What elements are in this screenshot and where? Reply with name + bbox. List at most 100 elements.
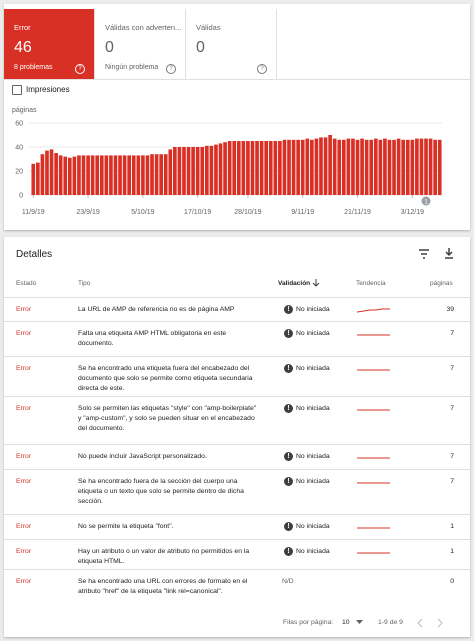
checkbox[interactable]: [12, 85, 22, 95]
bar: [168, 149, 173, 195]
column-header[interactable]: Validación: [278, 280, 311, 287]
page-count: 1: [450, 523, 454, 530]
table-row[interactable]: Error Se ha encontrado una URL con errore…: [4, 569, 470, 604]
bar: [428, 138, 433, 195]
issue-type: Falta una etiqueta AMP HTML obligatoria …: [78, 330, 227, 347]
download-icon[interactable]: [444, 248, 454, 259]
divider: [4, 79, 470, 80]
bar: [77, 155, 81, 195]
x-tick-label: 3/12/19: [401, 209, 424, 216]
table-row[interactable]: Error No puede incluir JavaScript persona…: [4, 444, 470, 469]
validation: No iniciada: [296, 453, 330, 460]
status-icon: !: [284, 364, 293, 373]
status-icon: !: [284, 305, 293, 314]
bar: [186, 147, 191, 195]
table-row[interactable]: Error Hay un atributo o un valor de atrib…: [4, 539, 470, 569]
bar: [332, 138, 337, 195]
bar: [104, 155, 109, 195]
bar: [86, 155, 90, 195]
status: Error: [16, 306, 32, 313]
bar: [95, 155, 100, 195]
validation: No iniciada: [296, 548, 330, 555]
valid-card[interactable]: Válidas 0 ?: [186, 9, 277, 79]
help-icon[interactable]: ?: [75, 64, 85, 74]
table-row[interactable]: Error Solo se permiten las etiquetas "sty…: [4, 396, 470, 444]
bar: [63, 156, 68, 195]
table-row[interactable]: Error La URL de AMP de referencia no es d…: [4, 297, 470, 321]
table-row[interactable]: Error No se permite la etiqueta "font".! N…: [4, 514, 470, 539]
card-label: Válidas con adverten...: [105, 23, 182, 32]
bar: [323, 137, 328, 195]
table-row[interactable]: Error Se ha encontrado una etiqueta fuera…: [4, 356, 470, 396]
validation: No iniciada: [296, 306, 330, 313]
bar: [45, 150, 49, 195]
sort-arrow[interactable]: [312, 279, 320, 287]
bar: [383, 138, 387, 195]
issue-type: Hay un atributo o un valor de atributo n…: [78, 548, 250, 565]
bar: [182, 147, 186, 195]
bar: [410, 139, 415, 195]
bar: [255, 141, 259, 195]
bar: [218, 143, 223, 195]
bar: [415, 138, 419, 195]
bar: [296, 139, 300, 195]
y-axis-label: páginas: [12, 107, 37, 114]
warning-card[interactable]: Válidas con adverten... 0 Ningún problem…: [95, 9, 186, 79]
bar: [99, 155, 104, 195]
bar: [236, 141, 241, 195]
rows-per-page[interactable]: 10: [342, 619, 350, 626]
table-row[interactable]: Error Se ha encontrado fuera de la secció…: [4, 469, 470, 514]
bar: [291, 139, 296, 195]
bar: [36, 162, 40, 195]
bar: [264, 141, 269, 195]
bar: [433, 139, 437, 195]
trend-sparkline: [356, 308, 390, 313]
bar: [163, 154, 168, 195]
bar: [396, 138, 401, 195]
column-header: Estado: [16, 280, 37, 287]
error-card[interactable]: Error 46 8 problemas ?: [4, 9, 95, 79]
bar: [109, 155, 113, 195]
bar: [49, 149, 54, 195]
filter-icon[interactable]: [418, 249, 430, 259]
table-row[interactable]: Error Falta una etiqueta AMP HTML obligat…: [4, 321, 470, 356]
bar: [355, 139, 360, 195]
bar: [159, 154, 163, 195]
status: Error: [16, 548, 32, 555]
prev-page[interactable]: [417, 618, 423, 628]
issue-type: Se ha encontrado fuera de la sección del…: [78, 478, 244, 505]
bar: [127, 155, 132, 195]
x-tick-label: 21/11/19: [344, 209, 371, 216]
validation: No iniciada: [296, 478, 330, 485]
bar: [314, 138, 319, 195]
bar: [405, 139, 410, 195]
bar: [195, 147, 200, 195]
card-label: Válidas: [196, 23, 221, 32]
help-icon[interactable]: ?: [166, 64, 176, 74]
bar: [346, 138, 351, 195]
status: Error: [16, 578, 32, 585]
bar: [424, 138, 428, 195]
bar: [81, 155, 86, 195]
card-count: 0: [105, 39, 114, 56]
x-tick-label: 11/9/19: [22, 209, 45, 216]
status: Error: [16, 365, 32, 372]
help-icon[interactable]: ?: [257, 64, 267, 74]
page-range: 1-9 de 9: [378, 619, 403, 626]
column-header: Tendencia: [356, 280, 386, 287]
status-icon: !: [284, 404, 293, 413]
bar: [328, 135, 332, 195]
dropdown-arrow[interactable]: [356, 620, 364, 626]
trend-sparkline: [357, 457, 390, 459]
card-detail: 8 problemas: [14, 64, 53, 71]
bar: [154, 154, 159, 195]
validation: No iniciada: [296, 365, 330, 372]
x-tick-label: 9/11/19: [291, 209, 314, 216]
bar: [268, 141, 273, 195]
bar: [364, 139, 369, 195]
page-count: 0: [450, 578, 454, 585]
bar: [241, 141, 246, 195]
next-page[interactable]: [437, 618, 443, 628]
bar: [177, 147, 182, 195]
x-tick-label: 5/10/19: [131, 209, 154, 216]
